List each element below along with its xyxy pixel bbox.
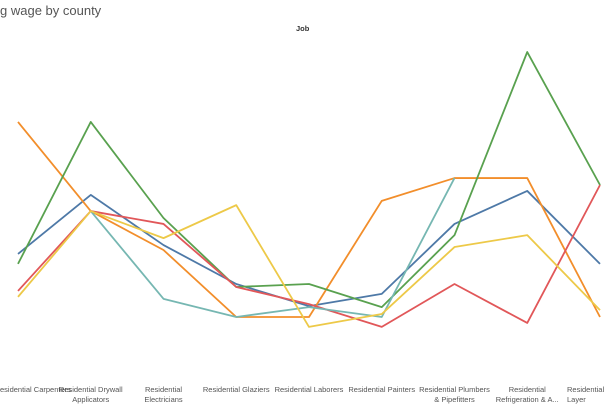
x-tick-label: esidential Carpenters bbox=[0, 385, 71, 394]
x-tick-label: Residential Glaziers bbox=[202, 385, 270, 394]
x-tick-label: Residential Drywall Applicators bbox=[58, 385, 123, 404]
series-line bbox=[17, 184, 601, 328]
x-tick-label: Residential Painters bbox=[348, 385, 416, 394]
series-line bbox=[17, 204, 601, 328]
x-tick-label: Residential Refrigeration & A... bbox=[495, 385, 559, 404]
x-tick-label: Residential S Layer bbox=[567, 385, 605, 404]
x-tick-label: Residential Electricians bbox=[144, 385, 183, 404]
series-line bbox=[17, 190, 601, 308]
chart-title: g wage by county bbox=[0, 3, 102, 18]
x-tick-label: Residential Laborers bbox=[274, 385, 344, 394]
series-line bbox=[90, 177, 456, 318]
series-line bbox=[17, 51, 601, 308]
column-header: Job bbox=[296, 24, 310, 33]
x-tick-label: Residential Plumbers & Pipefitters bbox=[419, 385, 490, 404]
series-line bbox=[17, 121, 601, 318]
